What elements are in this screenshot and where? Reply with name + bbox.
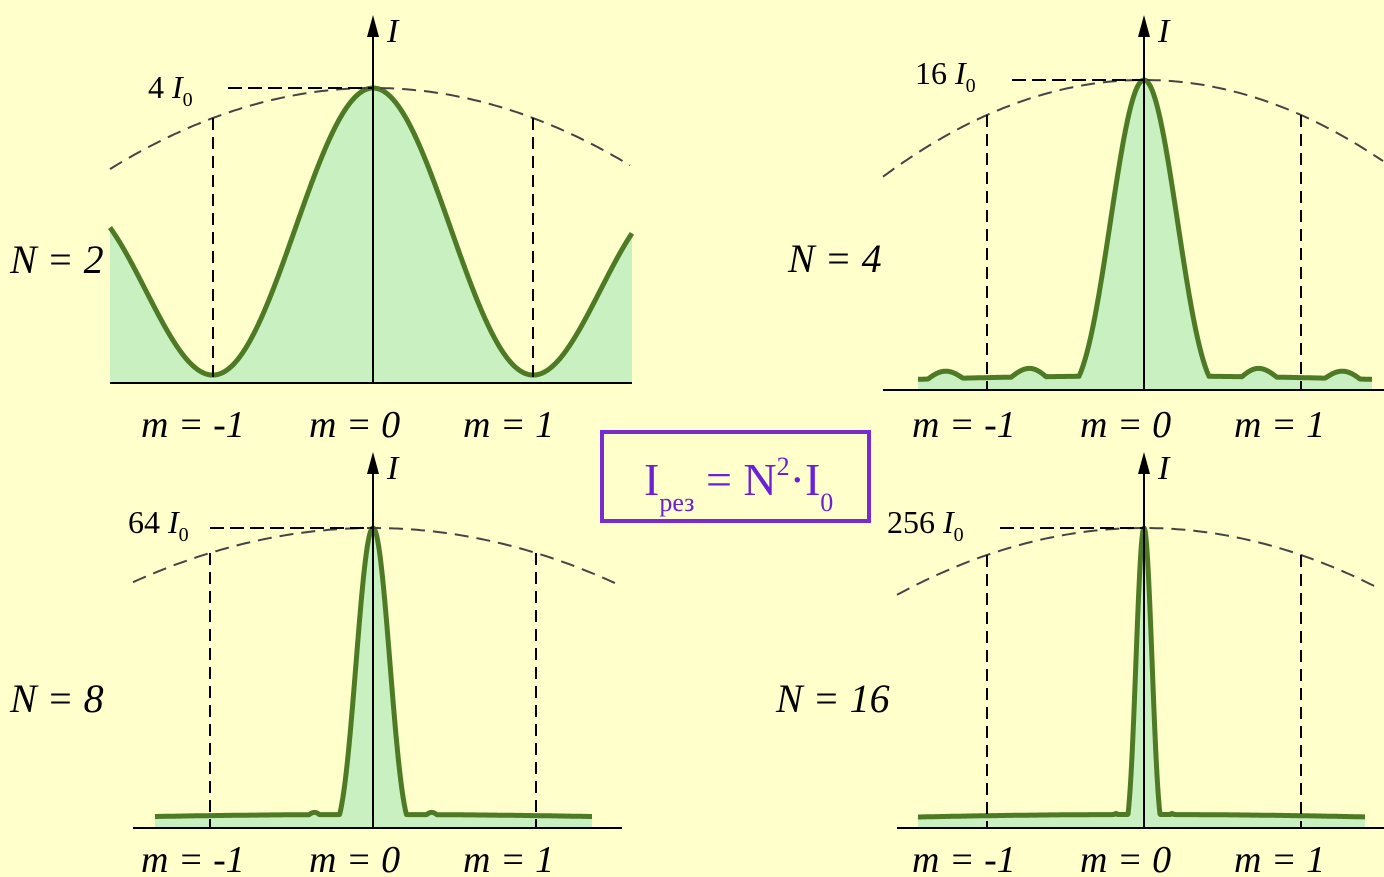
intensity-fill xyxy=(918,528,1365,828)
order-label: m = -1 xyxy=(912,839,1016,877)
order-label: m = 0 xyxy=(309,839,400,877)
order-label: m = 0 xyxy=(1080,839,1171,877)
y-axis-label: I xyxy=(386,450,400,487)
y-axis-arrow xyxy=(367,15,379,37)
chart-panel-n16: I 256 I0 N = 16 m = -1 m = 0 m = 1 xyxy=(775,450,1384,877)
n-label: N = 16 xyxy=(775,676,890,721)
n-label: N = 4 xyxy=(787,236,882,281)
order-label: m = 1 xyxy=(1234,839,1325,877)
n-label: N = 8 xyxy=(9,676,104,721)
chart-panel-n2: I 4 I0 N = 2 m = -1 m = 0 m = 1 xyxy=(9,13,635,446)
chart-panel-n4: I 16 I0 N = 4 m = -1 m = 0 m = 1 xyxy=(787,13,1384,446)
y-axis-arrow xyxy=(367,452,379,474)
y-axis-arrow xyxy=(1138,15,1150,37)
chart-panel-n8: I 64 I0 N = 8 m = -1 m = 0 m = 1 xyxy=(9,450,622,877)
peak-label: 16 I0 xyxy=(915,55,976,97)
order-label: m = 1 xyxy=(1234,404,1325,446)
intensity-curve xyxy=(916,525,1367,820)
intensity-fill xyxy=(110,88,632,383)
order-label: m = 0 xyxy=(309,404,400,446)
y-axis-arrow xyxy=(1138,452,1150,474)
order-label: m = -1 xyxy=(141,839,245,877)
peak-label: 256 I0 xyxy=(887,504,964,546)
order-label: m = -1 xyxy=(141,404,245,446)
order-label: m = 1 xyxy=(463,839,554,877)
y-axis-label: I xyxy=(386,13,400,50)
order-label: m = -1 xyxy=(912,404,1016,446)
intensity-formula-box: Iрез = N2·I0 xyxy=(600,430,871,523)
order-label: m = 1 xyxy=(463,404,554,446)
y-axis-label: I xyxy=(1157,13,1171,50)
peak-label: 4 I0 xyxy=(148,69,193,111)
envelope-curve xyxy=(896,527,1382,596)
envelope-curve xyxy=(132,527,622,587)
order-label: m = 0 xyxy=(1080,404,1171,446)
peak-label: 64 I0 xyxy=(128,504,189,546)
y-axis-label: I xyxy=(1157,450,1171,487)
intensity-formula: Iрез = N2·I0 xyxy=(644,452,834,517)
n-label: N = 2 xyxy=(9,237,104,282)
